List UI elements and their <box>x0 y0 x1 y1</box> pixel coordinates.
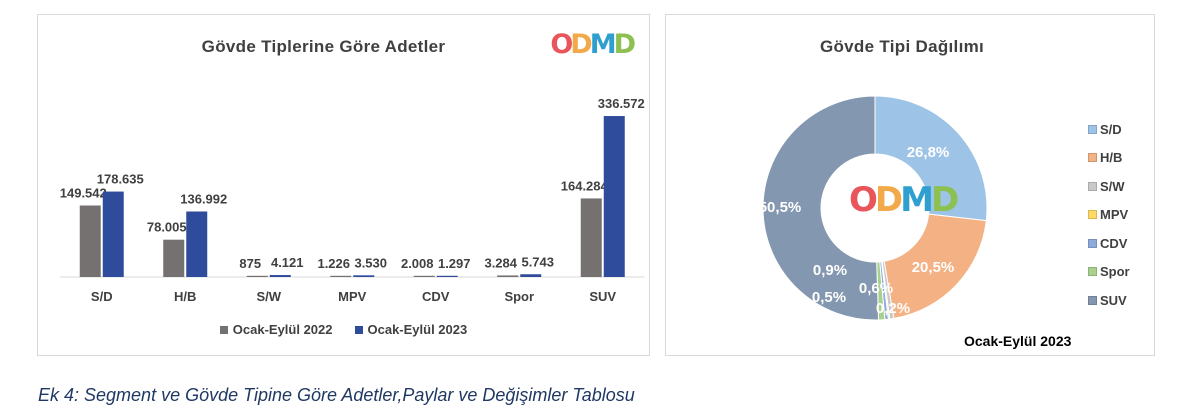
pie-legend-item: MPV <box>1088 201 1130 230</box>
logo-letter: O <box>849 180 878 220</box>
data-label: 3.284 <box>484 255 517 270</box>
bar-hb-2023 <box>186 211 208 277</box>
slice-label: 50,5% <box>759 199 802 216</box>
legend-item-2022: Ocak-Eylül 2022 <box>219 322 333 337</box>
legend-swatch <box>1088 153 1097 163</box>
x-tick-label: S/W <box>256 289 281 304</box>
data-label: 5.743 <box>521 254 554 269</box>
slice-suv <box>762 95 880 321</box>
pie-legend-item: S/D <box>1088 115 1130 144</box>
legend-swatch <box>1088 124 1097 134</box>
data-label: 164.284 <box>561 178 609 193</box>
bar-mpv-2023 <box>353 275 375 277</box>
bar-sw-2023 <box>269 275 291 277</box>
bar-legend: Ocak-Eylül 2022 Ocak-Eylül 2023 <box>38 322 649 337</box>
bar-spor-2023 <box>520 274 542 277</box>
bar-spor-2022 <box>497 275 519 277</box>
logo-letter: D <box>874 180 903 220</box>
slice-label: 0,2% <box>876 300 910 317</box>
pie-legend-item: Spor <box>1088 258 1130 287</box>
slice-label: 20,5% <box>912 259 955 276</box>
bar-sd-2022 <box>79 205 101 277</box>
slice-hb <box>883 213 987 319</box>
x-tick-label: CDV <box>422 289 450 304</box>
legend-swatch <box>354 325 363 334</box>
slice-label: 26,8% <box>907 144 950 161</box>
legend-label: CDV <box>1100 235 1128 251</box>
legend-swatch <box>219 325 228 334</box>
slice-label: 0,6% <box>859 280 893 297</box>
bar-chart-title: Gövde Tiplerine Göre Adetler <box>201 37 446 56</box>
pie-legend-item: S/W <box>1088 172 1130 201</box>
pie-legend-item: CDV <box>1088 229 1130 258</box>
bar-cdv-2022 <box>413 275 435 277</box>
bar-suv-2022 <box>580 198 602 277</box>
data-label: 875 <box>239 256 261 271</box>
data-label: 2.008 <box>401 256 434 271</box>
legend-label: Spor <box>1100 264 1130 280</box>
pie-legend-item: H/B <box>1088 144 1130 173</box>
bar-mpv-2022 <box>330 275 352 277</box>
legend-label: H/B <box>1100 150 1123 166</box>
x-tick-label: Spor <box>504 289 534 304</box>
slice-label: 0,9% <box>813 262 847 279</box>
logo-letter: O <box>550 29 573 60</box>
odmd-logo: ODMD <box>550 29 636 60</box>
donut-chart: 26,8% 20,5% 0,6% 0,2% 0,5% 0,9% 50,5% <box>759 95 988 321</box>
data-label: 149.542 <box>60 185 107 200</box>
legend-swatch <box>1088 210 1097 220</box>
data-label: 178.635 <box>97 172 144 187</box>
x-tick-label: SUV <box>589 289 616 304</box>
bar-sw-2022 <box>246 275 268 277</box>
x-tick-label: S/D <box>91 289 113 304</box>
data-label: 136.992 <box>180 191 227 206</box>
logo-letter: D <box>613 29 636 60</box>
legend-label: S/W <box>1100 178 1125 194</box>
data-label: 1.297 <box>438 256 471 271</box>
logo-letter: D <box>570 29 592 60</box>
legend-swatch <box>1088 181 1097 191</box>
bar-sd-2023 <box>102 191 124 277</box>
pie-chart-panel: Gövde Tipi Dağılımı 26,8% 20,5% 0,6% 0,2% 0,… <box>665 14 1155 356</box>
legend-swatch <box>1088 238 1097 248</box>
legend-swatch <box>1088 267 1097 277</box>
slice-sd <box>874 95 988 222</box>
pie-period-label: Ocak-Eylül 2023 <box>964 333 1072 349</box>
bar-cdv-2023 <box>436 275 458 277</box>
data-label: 3.530 <box>354 255 387 270</box>
legend-label: MPV <box>1100 207 1129 223</box>
odmd-logo-center: ODMD <box>849 180 959 220</box>
data-label: 336.572 <box>598 96 645 111</box>
slice-label: 0,5% <box>812 289 846 306</box>
data-label: 78.005 <box>147 220 187 235</box>
pie-legend: S/D H/B S/W MPV CDV Spor SUV <box>1088 115 1130 315</box>
legend-item-2023: Ocak-Eylül 2023 <box>354 322 468 337</box>
bar-chart-panel: Gövde Tiplerine Göre Adetler ODMD 149.54… <box>37 14 650 356</box>
figure-caption: Ek 4: Segment ve Gövde Tipine Göre Adetl… <box>38 385 635 405</box>
pie-legend-item: SUV <box>1088 286 1130 315</box>
bar-hb-2022 <box>163 239 185 277</box>
legend-swatch <box>1088 295 1097 305</box>
x-tick-label: H/B <box>174 289 196 304</box>
logo-letter: M <box>900 180 934 220</box>
legend-label: Ocak-Eylül 2022 <box>232 322 333 337</box>
data-label: 1.226 <box>317 256 350 271</box>
legend-label: S/D <box>1100 121 1122 137</box>
legend-label: Ocak-Eylül 2023 <box>367 322 468 337</box>
x-tick-label: MPV <box>338 289 367 304</box>
legend-label: SUV <box>1100 292 1127 308</box>
data-label: 4.121 <box>271 255 304 270</box>
pie-chart-title: Gövde Tipi Dağılımı <box>819 37 985 56</box>
bar-suv-2023 <box>603 116 625 277</box>
logo-letter: M <box>589 29 617 60</box>
logo-letter: D <box>930 180 959 220</box>
